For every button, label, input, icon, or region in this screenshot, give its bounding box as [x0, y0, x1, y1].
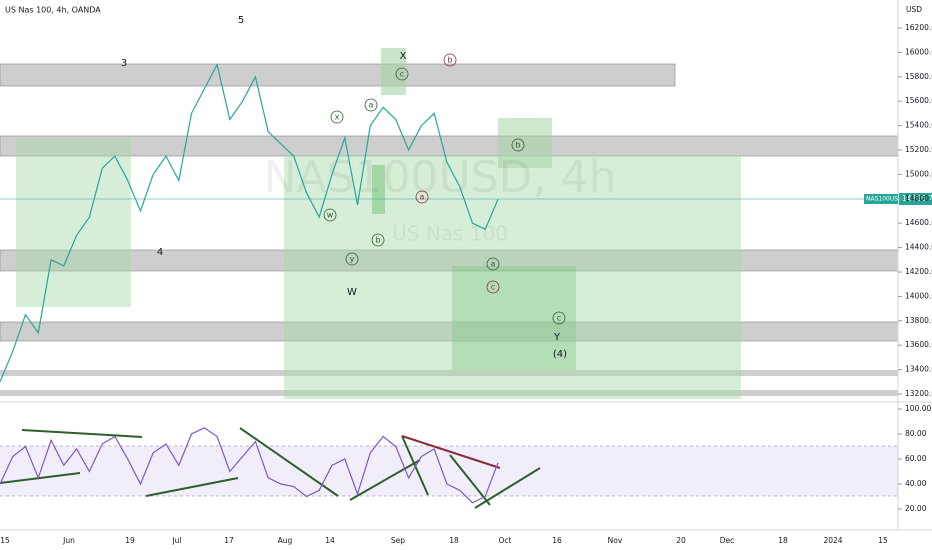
wave-circle [345, 252, 359, 266]
time-label: 15 [0, 536, 10, 545]
price-tick-label: 16200.0 [905, 23, 932, 32]
price-tag-name: NAS100USD [866, 196, 903, 203]
price-tick-label: 15800.0 [905, 72, 932, 81]
wave-circle [552, 311, 566, 325]
time-label: 18 [778, 536, 788, 545]
wave-circle [323, 208, 337, 222]
price-tick-label: 15600.0 [905, 96, 932, 105]
time-label: Oct [499, 536, 512, 545]
wave-label: 3 [121, 58, 127, 69]
price-tick-label: 15400.0 [905, 121, 932, 130]
zones [0, 48, 899, 399]
wave-circle [443, 53, 457, 67]
rsi-tick-label: 60.00 [905, 454, 927, 463]
price-tick-label: 14000.0 [905, 291, 932, 300]
price-tick-label: 14200.0 [905, 267, 932, 276]
circled-label: b [375, 236, 380, 245]
time-label: 20 [676, 536, 686, 545]
time-label: 15 [878, 536, 888, 545]
circled-label: b [447, 56, 452, 65]
wave-circle [330, 110, 344, 124]
circled-label: c [557, 314, 561, 323]
wave-label: 4 [157, 247, 163, 258]
circled-label: a [491, 260, 496, 269]
price-tick-label: 15200.0 [905, 145, 932, 154]
price-tick-label: 13600.0 [905, 340, 932, 349]
circled-label: c [491, 283, 495, 292]
time-label: Dec [720, 536, 735, 545]
rsi-tick-label: 40.00 [905, 479, 927, 488]
wave-circle [486, 280, 500, 294]
circled-label: w [327, 211, 334, 220]
price-tag: 14795.7 [902, 194, 932, 203]
time-label: Jun [62, 536, 75, 545]
time-label: 14 [325, 536, 335, 545]
price-tick-label: 14400.0 [905, 243, 932, 252]
wave-circle [511, 138, 525, 152]
price-tick-label: 13200.0 [905, 389, 932, 398]
time-label: Jul [171, 536, 181, 545]
time-label: Aug [278, 536, 293, 545]
circled-label: c [400, 70, 404, 79]
rsi-line [0, 427, 499, 504]
price-tick-label: 15000.0 [905, 169, 932, 178]
watermark-sub: US Nas 100 [392, 222, 508, 246]
circled-label: a [420, 193, 425, 202]
symbol-title: US Nas 100, 4h, OANDA [5, 6, 101, 15]
wave-label: X [400, 51, 407, 62]
time-label: 19 [125, 536, 135, 545]
watermark: NAS100USD, 4h [264, 152, 617, 203]
price-tag-bg [899, 193, 932, 205]
price-tick-label: 13400.0 [905, 365, 932, 374]
wave-label: Y [553, 332, 561, 343]
rsi-tick-label: 80.00 [905, 429, 927, 438]
circled-label: a [369, 101, 374, 110]
wave-circle [395, 67, 409, 81]
circled-label: y [350, 255, 355, 264]
price-tag-name-bg [864, 194, 898, 204]
wave-circle [486, 257, 500, 271]
time-label: 16 [552, 536, 562, 545]
price-line [0, 62, 499, 383]
wave-label: W [347, 287, 357, 298]
wave-circle [371, 233, 385, 247]
time-label: Sep [391, 536, 405, 545]
price-tick-label: 16000.0 [905, 47, 932, 56]
time-label: 17 [224, 536, 234, 545]
rsi-tick-label: 100.00 [905, 404, 931, 413]
circled-label: b [515, 141, 520, 150]
wave-circle [415, 190, 429, 204]
rsi-tick-label: 20.00 [905, 504, 927, 513]
price-tick-label: 14600.0 [905, 218, 932, 227]
circled-label: x [335, 113, 340, 122]
time-label: 18 [449, 536, 459, 545]
time-label: Nov [608, 536, 623, 545]
price-tick-label: 14800.0 [905, 194, 932, 203]
time-label: 2024 [823, 536, 842, 545]
wave-label: 5 [238, 15, 244, 26]
currency: USD [906, 5, 922, 14]
wave-label: (4) [553, 349, 567, 360]
price-tick-label: 13800.0 [905, 316, 932, 325]
wave-circle [364, 98, 378, 112]
